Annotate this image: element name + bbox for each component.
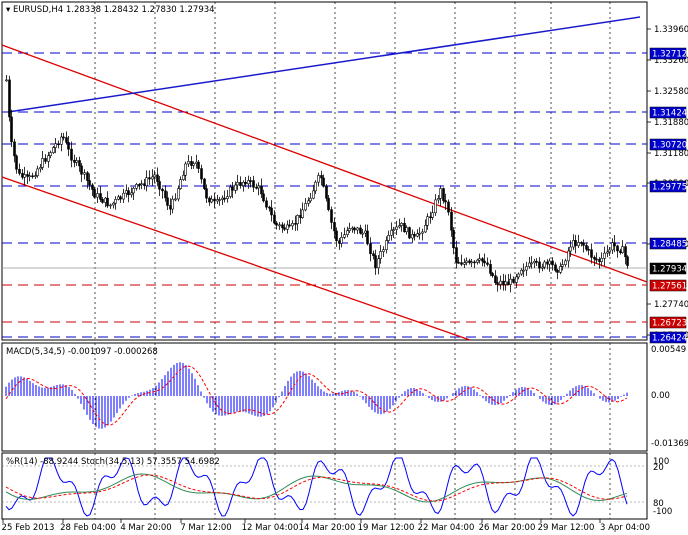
- macd-scale-top: 0.00549: [651, 345, 686, 355]
- level-price-text: 1.27934: [652, 265, 687, 275]
- symbol-menu-icon: ▾: [6, 5, 13, 15]
- macd-title: MACD(5,34,5) -0.001097 -0.000268: [6, 347, 158, 357]
- level-labels: 1.32712 1.31424 1.30720 1.29775 1.28485 1.279…: [649, 47, 687, 344]
- level-price-text: 1.31424: [652, 109, 687, 119]
- macd-scale-bottom: -0.01369: [651, 439, 688, 449]
- osc-scale-top-b: 20: [653, 463, 664, 473]
- level-price-text: 1.28485: [652, 240, 687, 250]
- price-tick-label: 1.33960: [654, 25, 688, 35]
- price-tick-label: 1.32580: [654, 87, 688, 97]
- osc-scale-top-a: 100: [653, 457, 669, 467]
- level-price-label: 1.26723: [649, 316, 687, 329]
- price-tick-label: 1.31880: [654, 118, 688, 128]
- time-tick-label: 25 Feb 2013: [2, 523, 55, 533]
- time-tick-label: 28 Feb 04:00: [60, 523, 116, 533]
- time-axis: 25 Feb 2013 28 Feb 04:00 4 Mar 20:00 7 Mar …: [2, 519, 650, 533]
- price-tick-label: 1.33260: [654, 56, 688, 66]
- blue-trend-line: [7, 16, 641, 113]
- macd-scale-mid: 0.00: [651, 391, 670, 401]
- price-tick-label: 1.31180: [654, 149, 688, 159]
- lower-channel-line: [1, 176, 471, 341]
- level-price-label: 1.28485: [649, 237, 687, 250]
- chart-title: ▾ EURUSD,H4 1.28338 1.28432 1.27830 1.27…: [6, 5, 215, 15]
- oscillator-title: %R(14) -88.9244 Stoch(34,5,13) 57.3557 5…: [6, 457, 220, 467]
- time-tick-label: 29 Mar 12:00: [538, 523, 595, 533]
- time-tick-label: 14 Mar 20:00: [299, 523, 356, 533]
- level-price-label: 1.29775: [649, 180, 687, 193]
- level-price-text: 1.30720: [652, 141, 687, 151]
- price-panel[interactable]: [1, 1, 648, 341]
- level-price-text: 1.26723: [652, 319, 687, 329]
- oscillator-lines: [2, 457, 647, 517]
- time-tick-label: 4 Mar 20:00: [120, 523, 171, 533]
- ohlc-values: 1.28338 1.28432 1.27830 1.27934: [66, 5, 215, 15]
- time-tick-label: 22 Mar 04:00: [418, 523, 475, 533]
- candlesticks: [5, 74, 629, 293]
- trend-lines: [1, 16, 648, 341]
- price-tick-label: 1.27740: [654, 300, 688, 310]
- time-tick-label: 26 Mar 20:00: [479, 523, 536, 533]
- time-tick-label: 12 Mar 04:00: [242, 523, 299, 533]
- level-price-label: 1.30720: [649, 138, 687, 151]
- level-price-label: 1.32712: [649, 47, 687, 60]
- osc-scale-bottom-a: 80: [653, 499, 664, 509]
- level-price-label: 1.31424: [649, 106, 687, 119]
- macd-histogram: [5, 362, 628, 429]
- time-tick-label: 19 Mar 12:00: [358, 523, 415, 533]
- level-price-text: 1.27561: [652, 282, 687, 292]
- upper-channel-line: [1, 44, 648, 283]
- time-tick-label: 7 Mar 12:00: [180, 523, 231, 533]
- symbol-title: EURUSD,H4: [13, 5, 63, 15]
- level-price-text: 1.26424: [652, 334, 687, 344]
- osc-scale-bottom-b: -100: [653, 507, 672, 517]
- vertical-gridlines: [94, 2, 611, 519]
- level-price-label: 1.27561: [649, 279, 687, 292]
- level-price-text: 1.29775: [652, 183, 687, 193]
- level-price-text: 1.32712: [652, 50, 687, 60]
- level-price-label: 1.27934: [649, 262, 687, 275]
- level-price-label: 1.26424: [649, 331, 687, 344]
- time-tick-label: 3 Apr 04:00: [600, 523, 650, 533]
